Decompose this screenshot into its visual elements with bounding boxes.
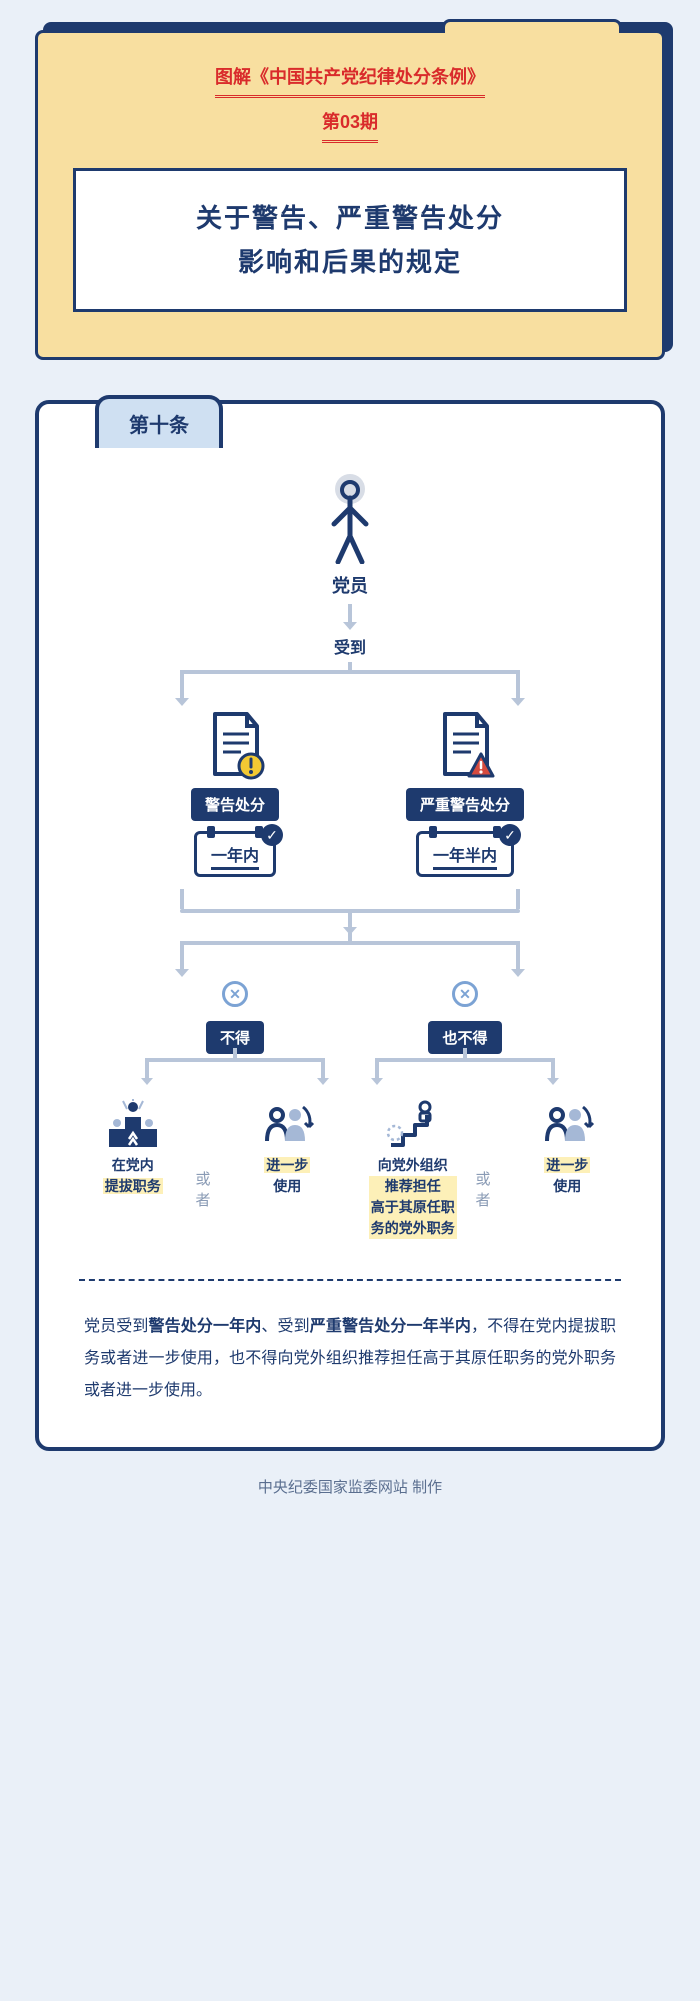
infographic-page: 图解《中国共产党纪律处分条例》 第03期 关于警告、严重警告处分 影响和后果的规… <box>0 0 700 1517</box>
people-cycle-icon <box>539 1099 595 1149</box>
title-line-2: 影响和后果的规定 <box>96 240 604 284</box>
branch-split-1 <box>160 670 540 710</box>
branch-split-2 <box>160 941 540 981</box>
leaf-further-use-1: 进一步使用 <box>225 1099 351 1239</box>
or-label: 或者 <box>196 1168 225 1210</box>
leaves-row: 在党内提拔职务 或者 <box>70 1099 630 1239</box>
not-branch-b: ✕ 也不得 <box>370 981 560 1089</box>
not-branch-a: ✕ 不得 <box>140 981 330 1089</box>
receives-label: 受到 <box>334 634 366 658</box>
x-icon: ✕ <box>222 981 248 1007</box>
check-icon: ✓ <box>261 824 283 846</box>
flowchart: 党员 受到 <box>69 474 631 1239</box>
content-panel: 党员 受到 <box>35 400 665 1451</box>
title-box: 关于警告、严重警告处分 影响和后果的规定 <box>73 168 627 312</box>
branch-warning: 警告处分 ✓ 一年内 <box>140 710 330 877</box>
issue-number: 第03期 <box>322 108 378 143</box>
divider <box>79 1279 621 1281</box>
warning-label: 警告处分 <box>191 788 279 821</box>
branch-join <box>160 889 540 929</box>
leaf-promote: 在党内提拔职务 <box>70 1099 196 1239</box>
document-severe-icon <box>435 710 495 780</box>
leaf-recommend: 向党外组织推荐担任 高于其原任职 务的党外职务 <box>350 1099 476 1239</box>
severe-label: 严重警告处分 <box>406 788 524 821</box>
leaf-further-use-2: 进一步使用 <box>505 1099 631 1239</box>
content-panel-wrap: 第十条 党员 受到 <box>35 400 665 1451</box>
period-b: ✓ 一年半内 <box>416 831 514 877</box>
article-tab: 第十条 <box>95 395 223 448</box>
series-title: 图解《中国共产党纪律处分条例》 <box>215 63 485 98</box>
person-icon <box>320 474 380 564</box>
leaf3-hl: 推荐担任 高于其原任职 务的党外职务 <box>369 1176 457 1239</box>
period-a: ✓ 一年内 <box>194 831 276 877</box>
title-line-1: 关于警告、严重警告处分 <box>96 196 604 240</box>
footer-credit: 中央纪委国家监委网站 制作 <box>0 1476 700 1497</box>
or-label: 或者 <box>476 1168 505 1210</box>
podium-icon <box>105 1099 161 1149</box>
branch-severe-warning: 严重警告处分 ✓ 一年半内 <box>370 710 560 877</box>
summary-text: 党员受到警告处分一年内、受到严重警告处分一年半内，不得在党内提拔职务或者进一步使… <box>84 1311 616 1407</box>
stairs-icon <box>385 1099 441 1149</box>
root-label: 党员 <box>332 572 368 598</box>
document-warning-icon <box>205 710 265 780</box>
header-card: 图解《中国共产党纪律处分条例》 第03期 关于警告、严重警告处分 影响和后果的规… <box>35 30 665 360</box>
people-cycle-icon <box>259 1099 315 1149</box>
check-icon: ✓ <box>499 824 521 846</box>
x-icon: ✕ <box>452 981 478 1007</box>
